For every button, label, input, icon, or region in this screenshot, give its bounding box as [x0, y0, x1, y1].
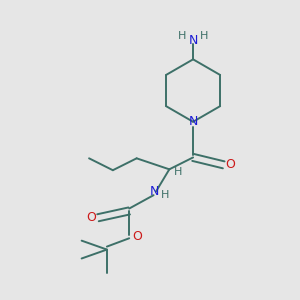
Text: N: N — [150, 185, 159, 198]
Text: H: H — [178, 32, 186, 41]
Text: H: H — [161, 190, 169, 200]
Text: N: N — [188, 34, 198, 46]
Text: O: O — [225, 158, 235, 171]
Text: H: H — [200, 32, 208, 41]
Text: O: O — [86, 211, 96, 224]
Text: H: H — [173, 167, 182, 177]
Text: O: O — [133, 230, 142, 243]
Text: N: N — [188, 115, 198, 128]
